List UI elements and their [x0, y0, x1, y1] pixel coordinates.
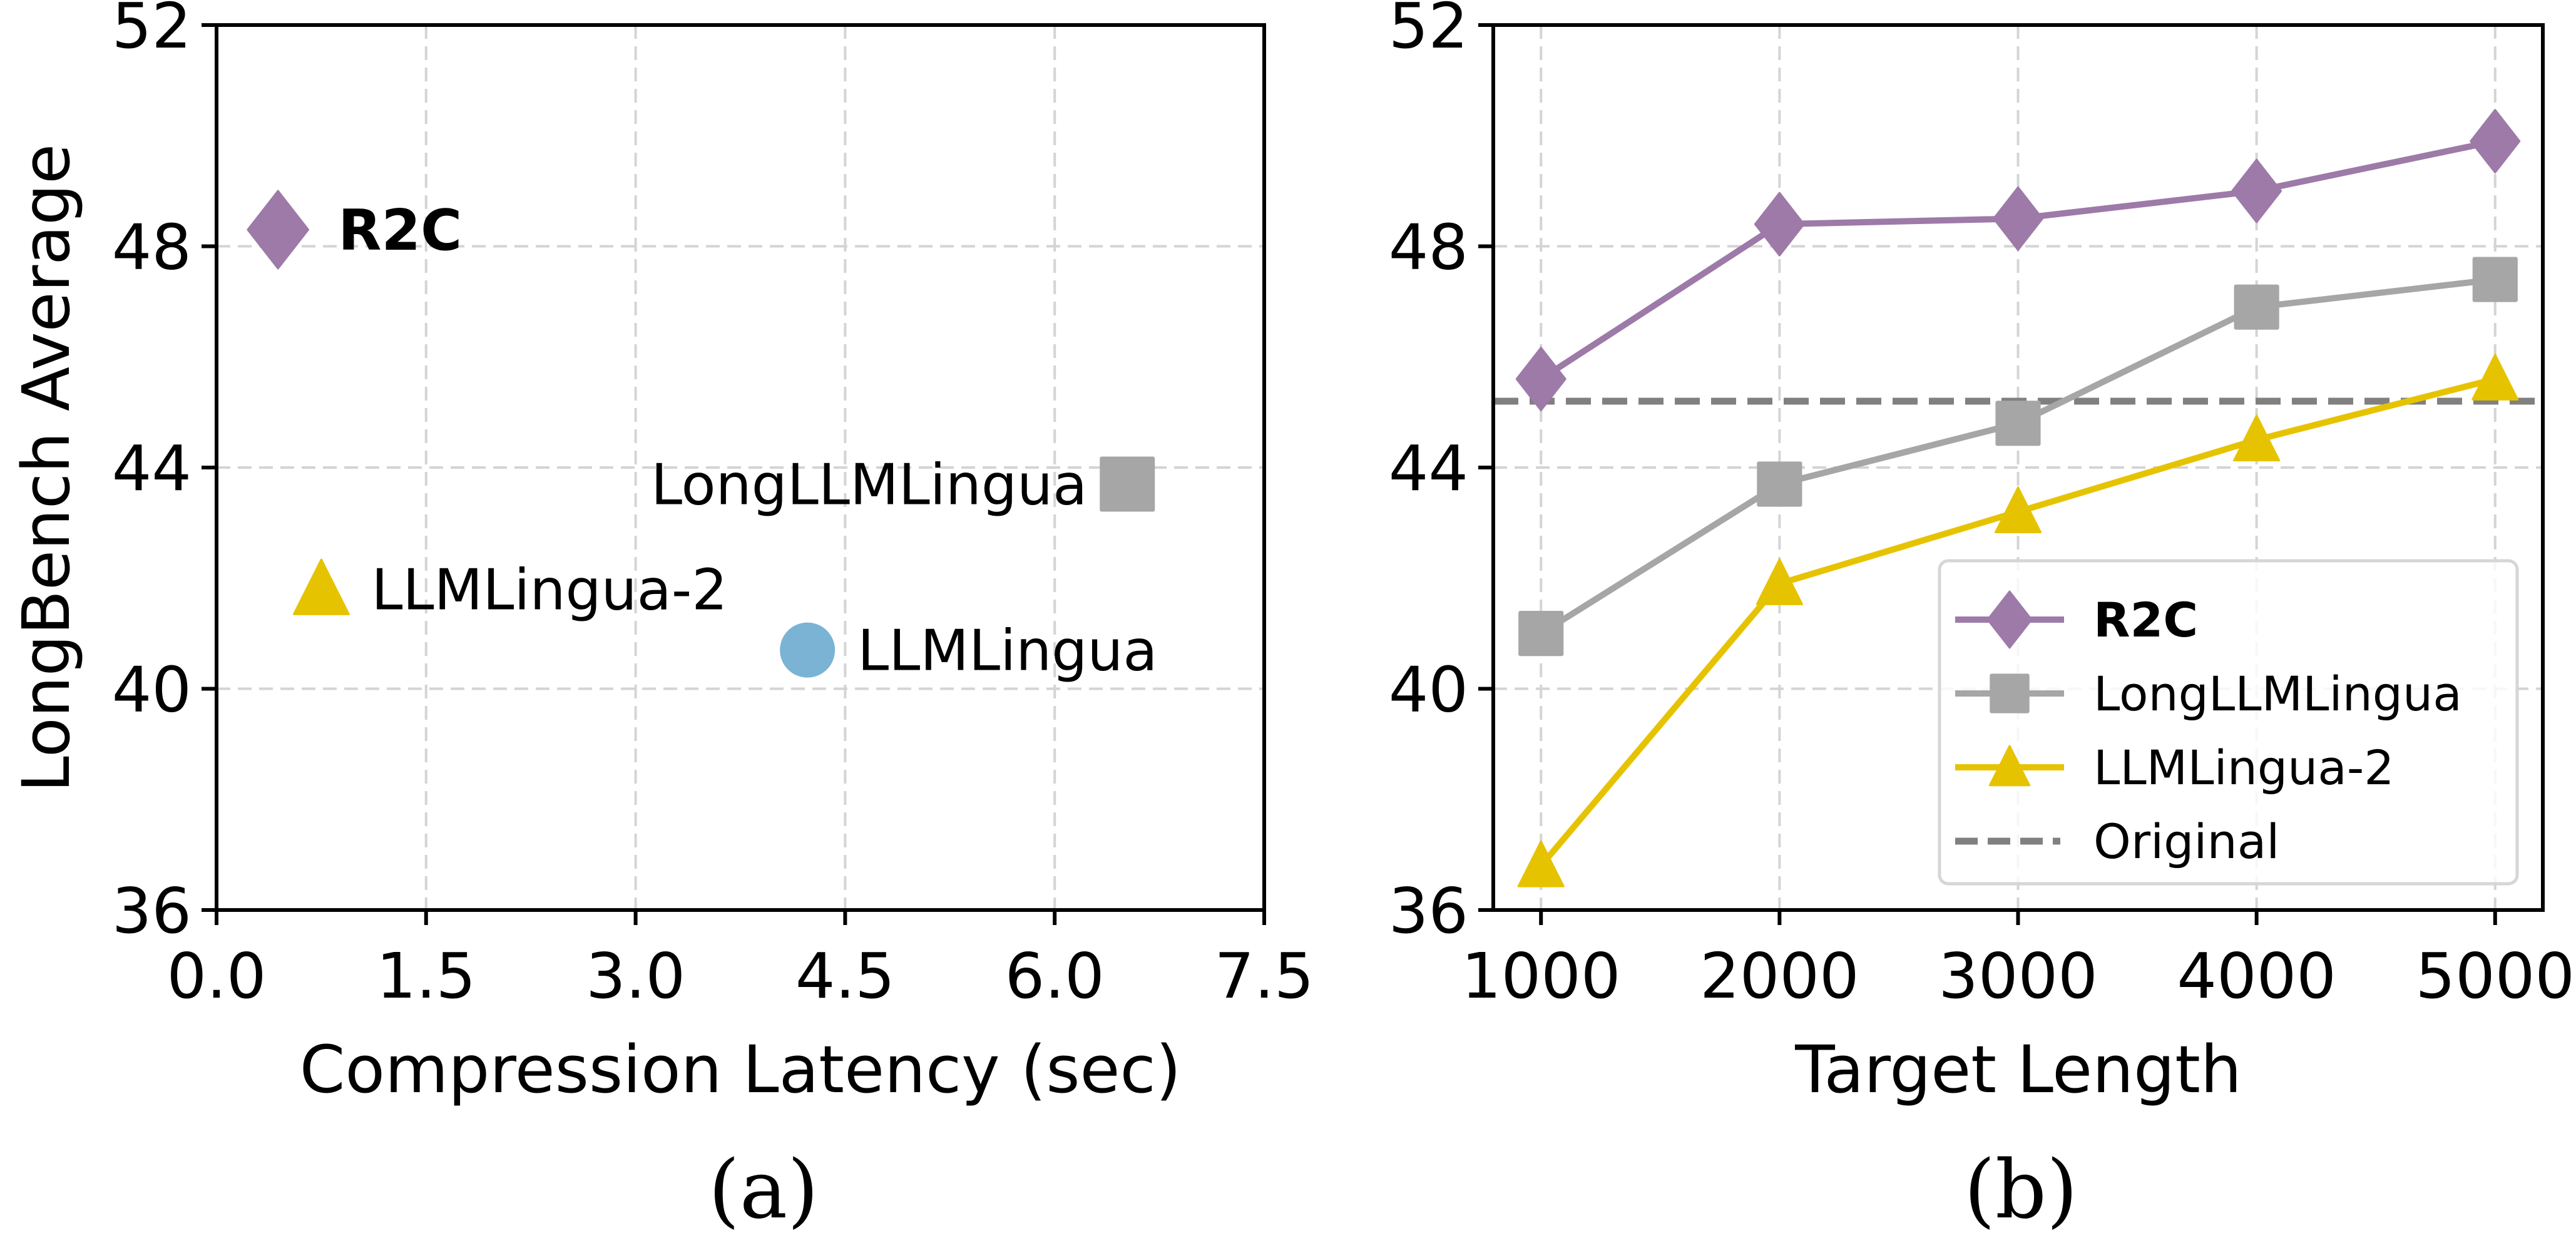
y-tick-label: 36	[1389, 874, 1468, 948]
legend-label: Original	[2093, 814, 2279, 869]
data-point	[2234, 284, 2279, 330]
y-tick-label: 36	[112, 874, 192, 948]
y-tick-label: 48	[112, 211, 192, 284]
legend-entry: R2C	[1955, 590, 2198, 649]
x-tick-label: 4.5	[795, 939, 895, 1013]
x-tick-label: 6.0	[1005, 939, 1105, 1013]
legend-entry: LongLLMLingua	[1955, 666, 2462, 722]
series-r2c	[1515, 109, 2521, 412]
legend-marker	[1988, 745, 2031, 787]
x-tick-label: 3000	[1938, 939, 2098, 1013]
legend: R2C LongLLMLingua LLMLingua-2 Original	[1938, 559, 2519, 886]
point-longllmlingua	[1100, 456, 1155, 512]
legend-entry: LLMLingua-2	[1955, 740, 2395, 795]
y-tick-label: 52	[1389, 0, 1468, 63]
data-point	[1518, 611, 1564, 657]
y-tick-label: 48	[1389, 211, 1468, 284]
y-tick-label: 44	[1389, 432, 1468, 505]
data-point	[2471, 354, 2519, 401]
series-llmlingua-2	[1517, 354, 2519, 887]
data-point	[1757, 461, 1802, 507]
legend-label: R2C	[2093, 592, 2198, 648]
series-lines	[1515, 109, 2521, 887]
data-point	[2470, 109, 2521, 174]
data-point	[1995, 401, 2041, 446]
data-point	[2472, 257, 2518, 302]
legend-label: LongLLMLingua	[2093, 666, 2462, 722]
caption-b: (b)	[1964, 1143, 2078, 1237]
x-tick-label: 1000	[1461, 939, 1621, 1013]
legend-label: LLMLingua-2	[2093, 740, 2395, 795]
series-longllmlingua	[1518, 257, 2518, 657]
panel-a-latency-scatter: R2C LLMLingua-2 LLMLingua LongLLMLingua 36 4…	[8, 0, 1314, 1237]
data-point	[2231, 158, 2282, 223]
data-point	[1756, 558, 1803, 605]
ticks: 36 40 44 48 52 0.0 1.5 3.0 4.5 6.0 7.5	[112, 0, 1314, 1013]
x-axis-label: Target Length	[1794, 1031, 2242, 1108]
x-tick-label: 2000	[1700, 939, 1859, 1013]
x-tick-label: 0.0	[166, 939, 266, 1013]
point-r2c	[247, 190, 310, 270]
caption-a: (a)	[708, 1143, 819, 1237]
y-tick-label: 40	[1389, 653, 1468, 727]
legend-box	[1938, 559, 2519, 886]
point-label: LLMLingua	[857, 618, 1157, 684]
data-point	[2233, 414, 2281, 462]
y-tick-label: 40	[112, 653, 192, 727]
y-tick-label: 52	[112, 0, 192, 63]
x-tick-label: 1.5	[376, 939, 476, 1013]
data-point	[1515, 347, 1567, 412]
x-tick-label: 5000	[2416, 939, 2575, 1013]
data-point	[1517, 840, 1565, 887]
point-label: LLMLingua-2	[371, 557, 727, 623]
x-tick-label: 3.0	[586, 939, 685, 1013]
legend-marker	[1990, 673, 2030, 713]
data-point	[1993, 186, 2043, 251]
x-tick-label: 4000	[2177, 939, 2336, 1013]
point-llmlingua-2	[292, 558, 350, 615]
data-point	[1994, 486, 2042, 533]
point-llmlingua	[780, 622, 836, 678]
y-axis-label: LongBench Average	[8, 144, 84, 792]
legend-marker	[1986, 590, 2033, 649]
grid	[217, 25, 1264, 910]
y-tick-label: 44	[112, 432, 192, 505]
x-axis-label: Compression Latency (sec)	[300, 1031, 1182, 1108]
data-point	[1754, 192, 1805, 257]
scatter-points: R2C LLMLingua-2 LLMLingua LongLLMLingua	[247, 190, 1158, 684]
panel-b-target-length-lines: 36 40 44 48 52 1000 2000 3000 4000 5000 R2C LongLL…	[1389, 0, 2575, 1237]
ticks: 36 40 44 48 52 1000 2000 3000 4000 5000	[1389, 0, 2575, 1013]
x-tick-label: 7.5	[1214, 939, 1314, 1013]
legend-entry: Original	[1955, 814, 2279, 869]
point-label: R2C	[338, 198, 462, 263]
point-label: LongLLMLingua	[651, 453, 1087, 518]
